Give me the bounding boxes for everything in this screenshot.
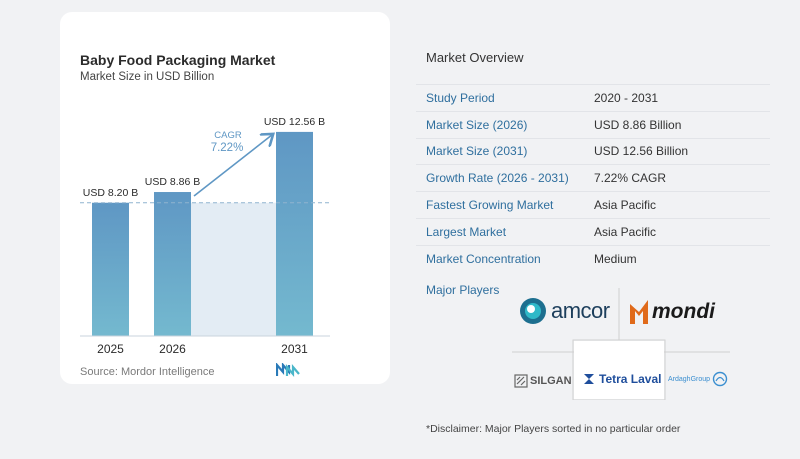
overview-row-label: Largest Market xyxy=(426,224,507,239)
overview-row-label: Market Size (2026) xyxy=(426,117,528,132)
bar-chart: USD 8.20 B USD 8.86 B USD 12.56 B 2025 2026 2… xyxy=(80,116,330,356)
amcor-logo: amcor xyxy=(518,296,610,326)
overview-row-value: USD 8.86 Billion xyxy=(594,117,682,132)
overview-row-value: Asia Pacific xyxy=(594,198,657,213)
overview-row-label: Study Period xyxy=(426,90,495,105)
growth-region xyxy=(191,202,276,336)
bar-2026 xyxy=(154,192,191,336)
overview-row-value: USD 12.56 Billion xyxy=(594,144,689,159)
tetra-laval-mark-icon xyxy=(584,374,594,384)
silgan-text: SILGAN xyxy=(530,375,572,387)
amcor-mark-icon xyxy=(520,298,546,324)
data-label-2031: USD 12.56 B xyxy=(264,116,325,128)
overview-row: Market Size (2031) USD 12.56 Billion xyxy=(416,137,770,165)
overview-row-value: Asia Pacific xyxy=(594,224,657,239)
cagr-label: CAGR xyxy=(214,130,242,141)
overview-title: Market Overview xyxy=(426,50,524,65)
x-tick-label-2025: 2025 xyxy=(97,342,124,356)
overview-table: Study Period 2020 - 2031 Market Size (2026… xyxy=(416,84,770,272)
overview-row: Market Size (2026) USD 8.86 Billion xyxy=(416,110,770,138)
silgan-logo: SILGAN xyxy=(514,374,572,388)
overview-row-label: Market Size (2031) xyxy=(426,144,528,159)
overview-row: Largest Market Asia Pacific xyxy=(416,217,770,245)
players-grid-lines xyxy=(512,288,730,400)
overview-row: Market Concentration Medium xyxy=(416,244,770,272)
ardagh-mark-icon xyxy=(712,371,728,387)
ardagh-text: ArdaghGroup xyxy=(668,375,711,383)
overview-row: Fastest Growing Market Asia Pacific xyxy=(416,191,770,218)
silgan-mark-icon xyxy=(514,374,528,388)
overview-row-value: 2020 - 2031 xyxy=(594,90,659,105)
cagr-value: 7.22% xyxy=(211,142,244,154)
disclaimer-text: *Disclaimer: Major Players sorted in no … xyxy=(426,423,681,435)
bar-2025 xyxy=(92,202,129,336)
source-text: Source: Mordor Intelligence xyxy=(80,366,215,378)
tetra-laval-logo: Tetra Laval xyxy=(582,372,661,386)
overview-row-value: Medium xyxy=(594,251,637,266)
overview-row-label: Fastest Growing Market xyxy=(426,198,554,213)
x-tick-label-2026: 2026 xyxy=(159,342,186,356)
cagr-arrow xyxy=(193,135,272,197)
data-label-2026: USD 8.86 B xyxy=(145,176,200,188)
mondi-mark-icon xyxy=(630,300,648,324)
overview-row-label: Growth Rate (2026 - 2031) xyxy=(426,171,569,186)
ardagh-logo: ArdaghGroup xyxy=(668,371,728,387)
mondi-logo: mondi xyxy=(628,298,715,326)
overview-row-value: 7.22% CAGR xyxy=(594,171,667,186)
mordor-logo-icon xyxy=(276,363,300,377)
chart-subtitle: Market Size in USD Billion xyxy=(80,71,215,83)
x-tick-label-2031: 2031 xyxy=(281,342,308,356)
tetra-laval-text: Tetra Laval xyxy=(599,372,662,386)
amcor-text: amcor xyxy=(551,298,610,323)
data-label-2025: USD 8.20 B xyxy=(83,187,138,199)
mondi-text: mondi xyxy=(652,300,715,323)
major-players-label: Major Players xyxy=(426,283,500,297)
bar-2031 xyxy=(276,131,313,336)
chart-title: Baby Food Packaging Market xyxy=(80,52,276,68)
overview-row-label: Market Concentration xyxy=(426,251,541,266)
overview-row: Study Period 2020 - 2031 xyxy=(416,84,770,111)
overview-row: Growth Rate (2026 - 2031) 7.22% CAGR xyxy=(416,164,770,191)
